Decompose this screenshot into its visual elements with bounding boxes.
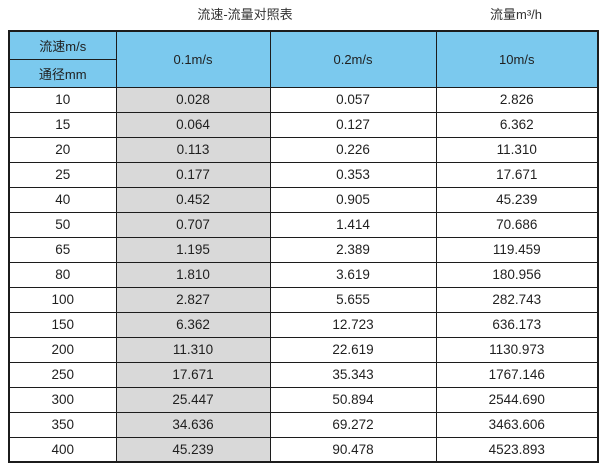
cell-diameter: 25 <box>8 161 117 188</box>
table-row: 150 6.362 12.723 636.173 <box>8 311 599 338</box>
page-title: 流速-流量对照表 <box>197 7 293 22</box>
table-row: 15 0.064 0.127 6.362 <box>8 111 599 138</box>
cell-value: 11.310 <box>115 336 271 363</box>
cell-value: 1767.146 <box>435 361 599 388</box>
cell-value: 5.655 <box>269 286 437 313</box>
header-row-bottom: 通径mm <box>8 58 598 88</box>
table-row: 350 34.636 69.272 3463.606 <box>8 411 599 438</box>
cell-value: 6.362 <box>115 311 271 338</box>
cell-value: 2.826 <box>435 86 599 113</box>
cell-value: 12.723 <box>269 311 437 338</box>
cell-value: 4523.893 <box>435 436 599 463</box>
unit-label: 流量m³/h <box>489 7 542 22</box>
cell-value: 2.827 <box>115 286 271 313</box>
cell-diameter: 80 <box>8 261 117 288</box>
cell-value: 2.389 <box>269 236 437 263</box>
cell-value: 17.671 <box>115 361 271 388</box>
col-header-velocity-2: 10m/s <box>435 30 599 88</box>
cell-value: 1.414 <box>269 211 437 238</box>
table-row: 10 0.028 0.057 2.826 <box>8 86 599 113</box>
cell-value: 45.239 <box>115 436 271 463</box>
cell-value: 3.619 <box>269 261 437 288</box>
cell-value: 25.447 <box>115 386 271 413</box>
cell-value: 17.671 <box>435 161 599 188</box>
cell-value: 0.226 <box>269 136 437 163</box>
cell-diameter: 250 <box>8 361 117 388</box>
cell-value: 35.343 <box>269 361 437 388</box>
cell-value: 0.057 <box>269 86 437 113</box>
cell-diameter: 50 <box>8 211 117 238</box>
cell-value: 282.743 <box>435 286 599 313</box>
table-row: 20 0.113 0.226 11.310 <box>8 136 599 163</box>
cell-diameter: 40 <box>8 186 117 213</box>
col-header-velocity-0: 0.1m/s <box>115 30 271 88</box>
cell-diameter: 65 <box>8 236 117 263</box>
table-row: 40 0.452 0.905 45.239 <box>8 186 599 213</box>
cell-value: 22.619 <box>269 336 437 363</box>
cell-diameter: 200 <box>8 336 117 363</box>
table-row: 100 2.827 5.655 282.743 <box>8 286 599 313</box>
table-row: 80 1.810 3.619 180.956 <box>8 261 599 288</box>
cell-value: 0.905 <box>269 186 437 213</box>
cell-diameter: 400 <box>8 436 117 463</box>
cell-diameter: 150 <box>8 311 117 338</box>
table-row: 200 11.310 22.619 1130.973 <box>8 336 599 363</box>
corner-header-velocity: 流速m/s <box>8 30 117 60</box>
table-row: 250 17.671 35.343 1767.146 <box>8 361 599 388</box>
cell-value: 2544.690 <box>435 386 599 413</box>
cell-value: 6.362 <box>435 111 599 138</box>
cell-value: 34.636 <box>115 411 271 438</box>
cell-value: 636.173 <box>435 311 599 338</box>
cell-value: 90.478 <box>269 436 437 463</box>
flow-velocity-table: 流速m/s 0.1m/s 0.2m/s 10m/s 通径mm 10 0.028 … <box>8 30 599 463</box>
table-row: 50 0.707 1.414 70.686 <box>8 211 599 238</box>
cell-value: 0.177 <box>115 161 271 188</box>
corner-header-diameter: 通径mm <box>8 58 117 88</box>
table-row: 400 45.239 90.478 4523.893 <box>8 436 599 463</box>
cell-value: 3463.606 <box>435 411 599 438</box>
cell-value: 0.064 <box>115 111 271 138</box>
cell-diameter: 350 <box>8 411 117 438</box>
cell-value: 0.707 <box>115 211 271 238</box>
titlebar: 流速-流量对照表 流量m³/h <box>0 4 600 26</box>
cell-value: 0.113 <box>115 136 271 163</box>
cell-value: 45.239 <box>435 186 599 213</box>
cell-value: 180.956 <box>435 261 599 288</box>
cell-diameter: 20 <box>8 136 117 163</box>
cell-diameter: 300 <box>8 386 117 413</box>
col-header-velocity-1: 0.2m/s <box>269 30 437 88</box>
cell-value: 50.894 <box>269 386 437 413</box>
header-row-top: 流速m/s 0.1m/s 0.2m/s 10m/s <box>8 30 599 88</box>
cell-value: 119.459 <box>435 236 599 263</box>
cell-value: 0.127 <box>269 111 437 138</box>
table-row: 25 0.177 0.353 17.671 <box>8 161 599 188</box>
cell-value: 1130.973 <box>435 336 599 363</box>
cell-value: 70.686 <box>435 211 599 238</box>
cell-value: 0.028 <box>115 86 271 113</box>
cell-diameter: 10 <box>8 86 117 113</box>
cell-diameter: 15 <box>8 111 117 138</box>
table-row: 65 1.195 2.389 119.459 <box>8 236 599 263</box>
cell-value: 69.272 <box>269 411 437 438</box>
table-row: 300 25.447 50.894 2544.690 <box>8 386 599 413</box>
cell-value: 11.310 <box>435 136 599 163</box>
cell-value: 1.195 <box>115 236 271 263</box>
cell-value: 0.353 <box>269 161 437 188</box>
cell-diameter: 100 <box>8 286 117 313</box>
cell-value: 1.810 <box>115 261 271 288</box>
cell-value: 0.452 <box>115 186 271 213</box>
